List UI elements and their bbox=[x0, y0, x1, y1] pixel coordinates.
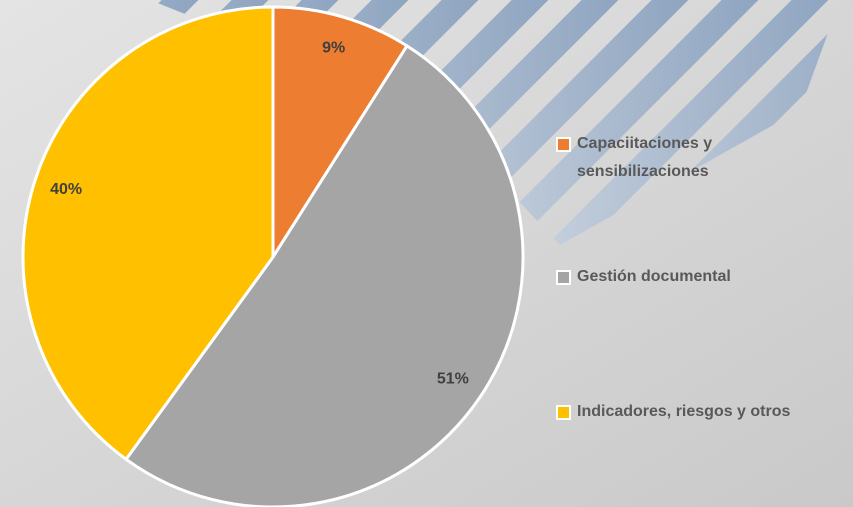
legend-label: Capaciitaciones y sensibilizaciones bbox=[577, 135, 713, 180]
data-label: 51% bbox=[437, 370, 469, 387]
pie: 9% 51% 40% bbox=[21, 5, 525, 507]
legend-swatch bbox=[556, 137, 571, 152]
pie-slice bbox=[271, 5, 410, 263]
data-label: 9% bbox=[322, 39, 345, 56]
legend-swatch bbox=[556, 270, 571, 285]
legend-item: Capaciitaciones y sensibilizaciones bbox=[556, 130, 757, 186]
legend-item: Indicadores, riesgos y otros bbox=[556, 398, 847, 426]
legend-swatch bbox=[556, 405, 571, 420]
pie-slice bbox=[123, 43, 525, 507]
legend: Capaciitaciones y sensibilizaciones Gesti… bbox=[556, 0, 853, 507]
pie-slice bbox=[21, 5, 275, 462]
legend-label: Indicadores, riesgos y otros bbox=[577, 403, 791, 420]
legend-label: Gestión documental bbox=[577, 268, 731, 285]
data-label: 40% bbox=[50, 181, 82, 198]
legend-item: Gestión documental bbox=[556, 263, 847, 291]
